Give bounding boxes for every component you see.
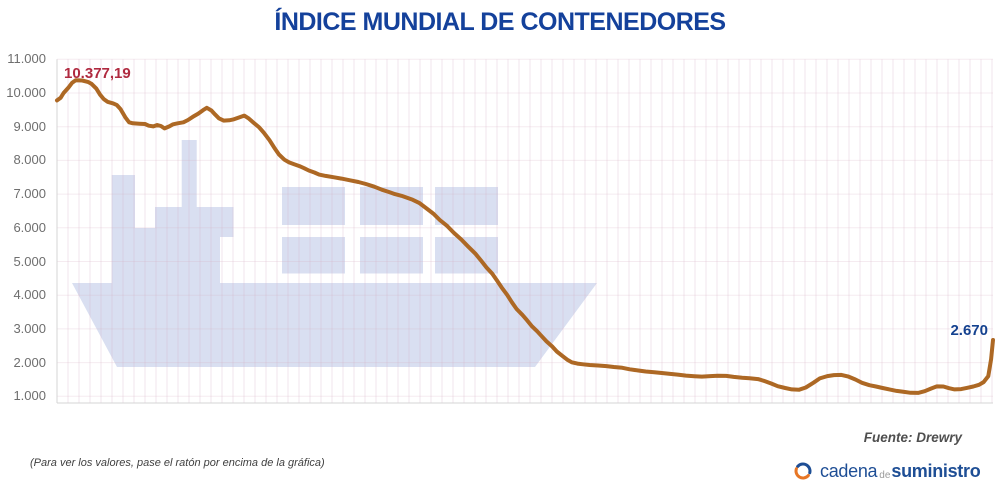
y-axis-label: 11.000 <box>7 51 46 67</box>
y-axis-label: 4.000 <box>13 287 46 303</box>
y-axis-label: 6.000 <box>13 219 46 235</box>
index-line[interactable] <box>55 78 995 395</box>
y-axis-label: 7.000 <box>13 186 46 202</box>
y-axis-label: 5.000 <box>13 253 46 269</box>
y-axis-label: 2.000 <box>13 354 46 370</box>
logo-word-cadena: cadena <box>820 461 878 481</box>
logo-circle-icon <box>794 462 812 480</box>
y-axis-label: 10.000 <box>6 85 46 100</box>
y-axis-label: 9.000 <box>13 118 46 134</box>
logo-word-suministro: suministro <box>891 461 981 481</box>
page-title: ÍNDICE MUNDIAL DE CONTENEDORES <box>274 8 726 36</box>
logo-word-de: de <box>879 470 891 481</box>
container-index-chart[interactable]: 11.000 10.000 9.000 8.000 7.000 6.000 5.000 4.0… <box>0 0 1000 420</box>
gridlines <box>57 58 993 403</box>
source-label: Fuente: Drewry <box>863 430 962 445</box>
ship-watermark <box>72 140 597 367</box>
axes <box>56 59 993 404</box>
y-axis-label: 8.000 <box>13 152 46 168</box>
y-axis-label: 1.000 <box>13 388 46 404</box>
peak-value-label: 10.377,19 <box>64 65 131 82</box>
cadena-de-suministro-logo[interactable]: cadena de suministro <box>793 458 981 482</box>
y-axis-label: 3.000 <box>13 320 46 336</box>
latest-value-label: 2.670 <box>950 322 988 339</box>
hover-hint-text: (Para ver los valores, pase el ratón por… <box>30 457 325 469</box>
